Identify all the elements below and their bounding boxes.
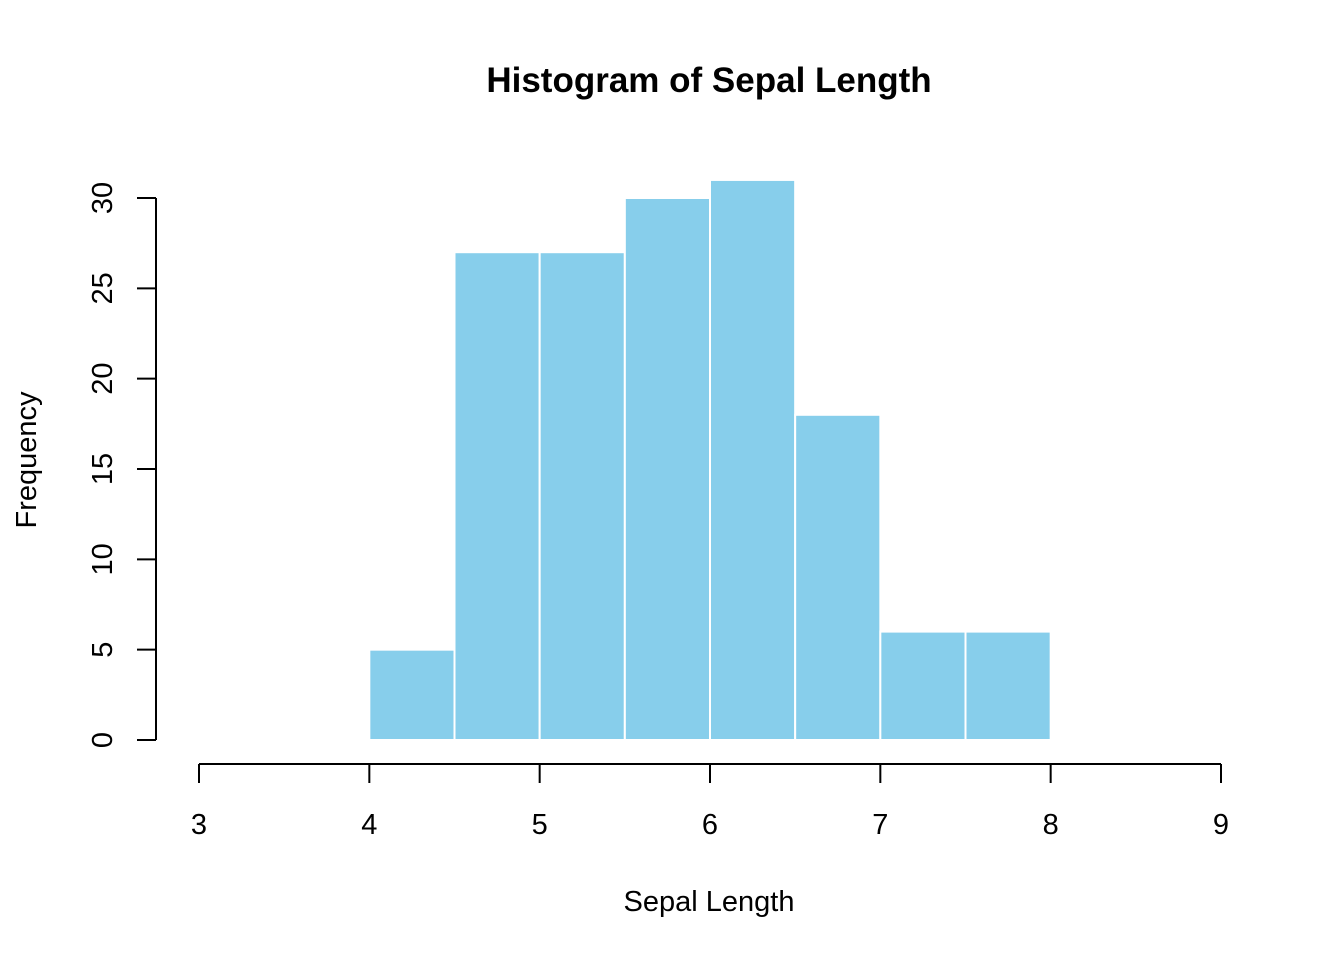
x-tick-label: 8 xyxy=(1043,809,1059,841)
y-tick-label: 30 xyxy=(87,182,119,214)
chart-title: Histogram of Sepal Length xyxy=(486,61,931,100)
histogram-bar-3 xyxy=(623,197,711,741)
y-axis-label: Frequency xyxy=(11,391,43,529)
y-tick-label: 10 xyxy=(87,543,119,575)
x-tick-label: 4 xyxy=(361,809,377,841)
x-tick-label: 3 xyxy=(191,809,207,841)
histogram-bar-1 xyxy=(453,251,541,741)
histogram-bar-5 xyxy=(794,413,882,741)
x-axis: 3 4 5 6 7 8 9 xyxy=(191,763,1229,841)
y-tick-label: 15 xyxy=(87,453,119,485)
histogram-bar-6 xyxy=(879,630,967,741)
bars-group xyxy=(368,178,1052,742)
y-tick-label: 5 xyxy=(87,642,119,658)
y-axis: 0 5 10 15 20 25 30 xyxy=(87,182,157,748)
x-tick-label: 5 xyxy=(532,809,548,841)
histogram-bar-7 xyxy=(964,630,1052,741)
x-tick-label: 7 xyxy=(872,809,888,841)
y-tick-label: 20 xyxy=(87,363,119,395)
histogram-bar-0 xyxy=(368,648,456,742)
x-tick-label: 9 xyxy=(1213,809,1229,841)
histogram-bar-4 xyxy=(709,178,797,741)
x-tick-label: 6 xyxy=(702,809,718,841)
y-tick-label: 0 xyxy=(87,732,119,748)
histogram-bar-2 xyxy=(538,251,626,741)
x-axis-label: Sepal Length xyxy=(624,886,795,918)
y-tick-label: 25 xyxy=(87,272,119,304)
